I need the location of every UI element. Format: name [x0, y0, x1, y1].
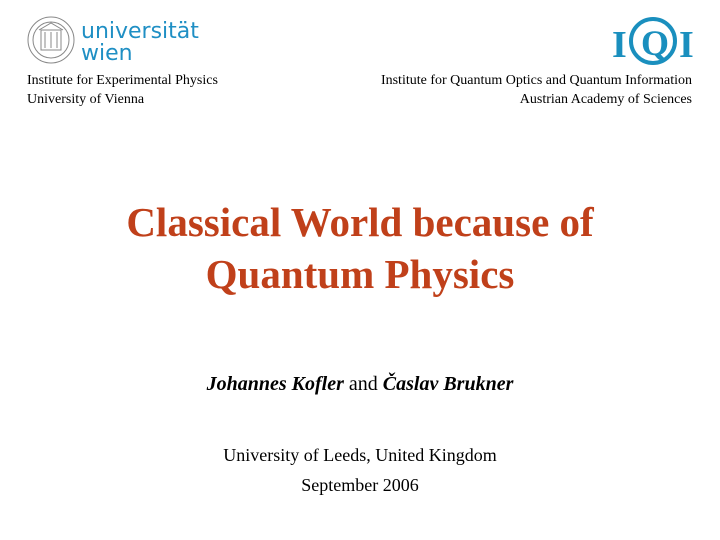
authors: Johannes Kofler and Časlav Brukner: [0, 373, 720, 396]
slide-title: Classical World because of Quantum Physi…: [0, 196, 720, 300]
title-line: Classical World because of: [126, 199, 594, 245]
author-name: Časlav Brukner: [382, 373, 514, 395]
svg-text:universität: universität: [81, 19, 199, 44]
venue-date: September 2006: [301, 475, 419, 495]
affiliation-university: University of Vienna: [27, 92, 145, 107]
university-seal-icon: [27, 16, 75, 64]
svg-text:I: I: [679, 24, 694, 66]
affiliation-left: Institute for Experimental Physics Unive…: [27, 71, 218, 109]
affiliation-right: Institute for Quantum Optics and Quantum…: [381, 71, 692, 109]
iqi-logo: I Q I: [612, 13, 696, 72]
author-name: Johannes Kofler: [206, 373, 344, 395]
title-line: Quantum Physics: [205, 251, 515, 297]
university-of-vienna-logo: universität wien: [27, 16, 199, 71]
svg-text:wien: wien: [81, 41, 133, 66]
svg-text:I: I: [612, 24, 627, 66]
author-connector: and: [348, 373, 378, 395]
venue-location: University of Leeds, United Kingdom: [223, 445, 497, 465]
affiliation-academy: Austrian Academy of Sciences: [519, 92, 692, 107]
affiliation-institute: Institute for Quantum Optics and Quantum…: [380, 73, 692, 88]
venue: University of Leeds, United Kingdom Sept…: [0, 440, 720, 500]
affiliation-institute: Institute for Experimental Physics: [27, 73, 218, 88]
svg-text:Q: Q: [641, 23, 669, 63]
